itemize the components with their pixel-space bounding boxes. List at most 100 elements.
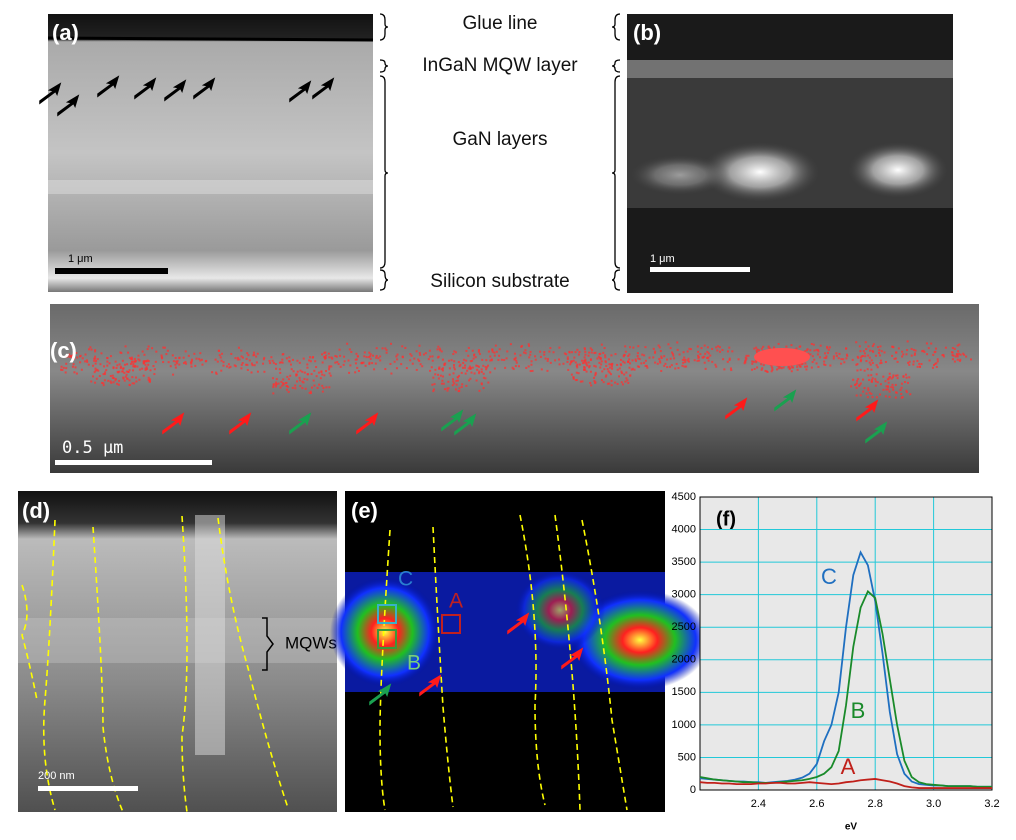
- cl-dot: [863, 352, 866, 355]
- cl-dot: [546, 369, 549, 372]
- cl-dot: [933, 364, 936, 367]
- cl-dot: [660, 355, 663, 358]
- cl-dot: [581, 380, 584, 383]
- cl-dot: [832, 355, 835, 358]
- cl-dot: [312, 379, 315, 382]
- cl-dot: [904, 373, 907, 376]
- cl-dot: [318, 383, 321, 386]
- cl-dot: [798, 345, 801, 348]
- cl-dot: [658, 346, 661, 349]
- cl-dot: [874, 384, 877, 387]
- cl-dot: [90, 348, 93, 351]
- cl-dot: [79, 361, 82, 364]
- cl-dot: [823, 356, 826, 359]
- cl-dot: [487, 364, 490, 367]
- cl-dot: [476, 368, 479, 371]
- cl-dot: [589, 370, 592, 373]
- cl-dot: [606, 368, 609, 371]
- cl-dot: [618, 375, 621, 378]
- cl-dot: [514, 365, 517, 368]
- cl-dot: [94, 369, 97, 372]
- cl-dot: [895, 351, 898, 354]
- cl-dot: [103, 373, 106, 376]
- cl-dot: [756, 348, 759, 351]
- cl-dot: [515, 361, 518, 364]
- legend-label: C: [821, 564, 837, 589]
- cl-dot: [534, 358, 537, 361]
- cl-dot: [905, 391, 908, 394]
- cl-dot: [468, 379, 471, 382]
- cl-dot: [245, 363, 248, 366]
- cl-dot: [132, 363, 135, 366]
- cl-dot: [321, 384, 324, 387]
- cl-dot: [464, 364, 467, 367]
- y-tick-label: 1000: [672, 719, 696, 731]
- cl-dot: [855, 382, 858, 385]
- cl-dot: [905, 353, 908, 356]
- cl-dot: [126, 377, 129, 380]
- cl-dot: [470, 371, 473, 374]
- cl-dot: [278, 368, 281, 371]
- cl-dot: [463, 366, 466, 369]
- cl-dot: [442, 382, 445, 385]
- cl-dot: [418, 344, 421, 347]
- cl-dot: [204, 360, 207, 363]
- cl-dot: [475, 379, 478, 382]
- cl-dot: [593, 380, 596, 383]
- cl-dot: [572, 376, 575, 379]
- cl-dot: [681, 364, 684, 367]
- cl-dot: [220, 359, 223, 362]
- cl-dot: [922, 349, 925, 352]
- cl-dot: [787, 366, 790, 369]
- cl-dot: [935, 362, 938, 365]
- cl-dot: [369, 355, 372, 358]
- cl-dot: [583, 361, 586, 364]
- cl-dot: [330, 365, 333, 368]
- cl-dot: [456, 379, 459, 382]
- cl-dot: [620, 372, 623, 375]
- cl-dot: [871, 377, 874, 380]
- cl-dot: [469, 360, 472, 363]
- cl-dot: [124, 375, 127, 378]
- micrograph-c: [50, 304, 979, 473]
- cl-dot: [882, 388, 885, 391]
- cl-dot: [817, 350, 820, 353]
- cl-dot: [482, 387, 485, 390]
- cl-dot: [669, 347, 672, 350]
- cl-dot: [211, 371, 214, 374]
- cl-dot: [711, 347, 714, 350]
- cl-dot: [135, 380, 138, 383]
- cl-dot: [884, 361, 887, 364]
- cl-dot: [330, 356, 333, 359]
- glow: [630, 155, 730, 195]
- cl-dot: [473, 372, 476, 375]
- cl-dot: [459, 363, 462, 366]
- cl-dot: [575, 364, 578, 367]
- cl-dot: [857, 378, 860, 381]
- cl-dot: [957, 352, 960, 355]
- cl-dot: [540, 368, 543, 371]
- cl-dot: [629, 374, 632, 377]
- cl-dot: [421, 365, 424, 368]
- cl-dot: [659, 350, 662, 353]
- cl-dot: [454, 351, 457, 354]
- cl-dot: [491, 348, 494, 351]
- cl-dot: [603, 368, 606, 371]
- cl-dot: [723, 368, 726, 371]
- cl-dot: [745, 357, 748, 360]
- cl-dot: [419, 363, 422, 366]
- cl-dot: [215, 372, 218, 375]
- cl-dot: [365, 356, 368, 359]
- arrow: [57, 94, 80, 117]
- cl-dot: [130, 357, 133, 360]
- cl-dot: [106, 356, 109, 359]
- cl-dot: [174, 366, 177, 369]
- cl-dot: [658, 360, 661, 363]
- cl-dot: [572, 377, 575, 380]
- cl-dot: [160, 356, 163, 359]
- cl-dot: [584, 358, 587, 361]
- cl-dot: [125, 373, 128, 376]
- cl-dot: [599, 366, 602, 369]
- cl-dot: [182, 362, 185, 365]
- cl-dot: [302, 357, 305, 360]
